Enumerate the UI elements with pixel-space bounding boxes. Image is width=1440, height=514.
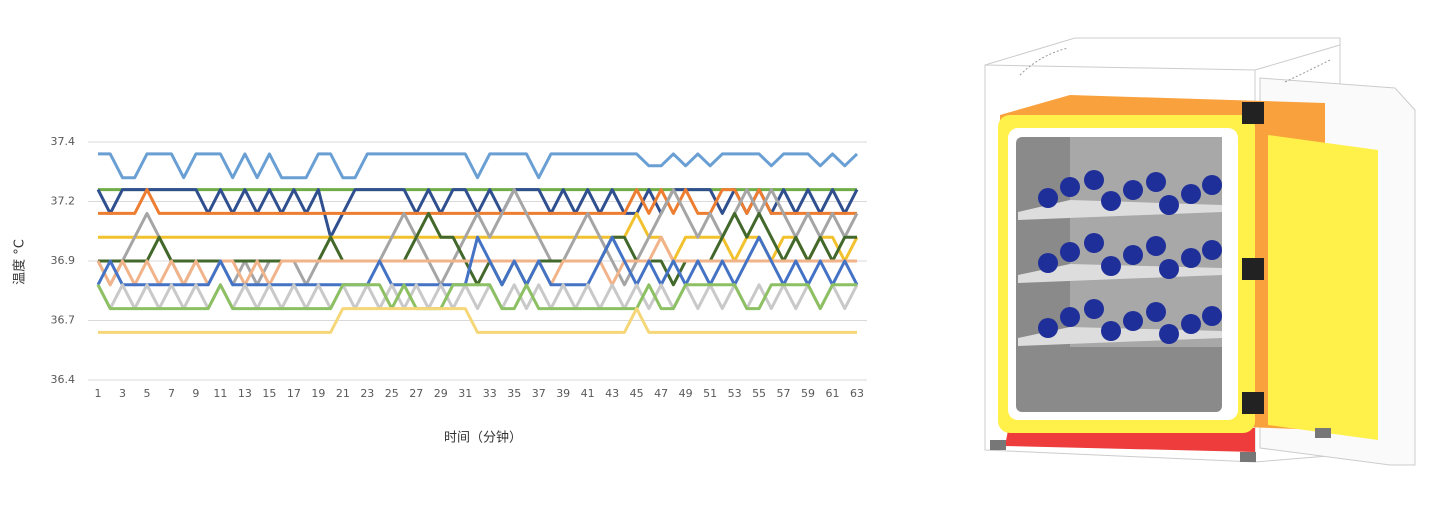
x-tick-label: 3 [119, 387, 126, 400]
x-tick-label: 31 [458, 387, 472, 400]
x-tick-label: 29 [434, 387, 448, 400]
x-tick-label: 9 [192, 387, 199, 400]
x-tick-label: 33 [483, 387, 497, 400]
x-tick-label: 61 [826, 387, 840, 400]
x-tick-label: 55 [752, 387, 766, 400]
x-tick-label: 7 [168, 387, 175, 400]
x-tick-label: 45 [630, 387, 644, 400]
x-tick-label: 59 [801, 387, 815, 400]
x-tick-label: 39 [556, 387, 570, 400]
y-tick-label: 36.9 [51, 254, 76, 267]
x-tick-label: 25 [385, 387, 399, 400]
y-axis-label: 温度 °C [12, 239, 28, 285]
y-tick-label: 37.4 [51, 135, 76, 148]
x-tick-label: 47 [654, 387, 668, 400]
door-inner [1268, 135, 1378, 440]
x-tick-label: 15 [262, 387, 276, 400]
y-tick-label: 36.7 [51, 314, 76, 327]
x-tick-label: 41 [581, 387, 595, 400]
x-tick-label: 5 [143, 387, 150, 400]
x-tick-label: 17 [287, 387, 301, 400]
cells [1038, 170, 1222, 344]
x-tick-label: 49 [679, 387, 693, 400]
y-tick-label: 36.4 [51, 373, 76, 386]
series-line [98, 307, 857, 334]
series-line [96, 235, 859, 287]
x-tick-label: 57 [777, 387, 791, 400]
x-tick-label: 51 [703, 387, 717, 400]
series-line [96, 283, 857, 311]
hinge [1242, 102, 1264, 124]
x-tick-label: 23 [360, 387, 374, 400]
x-tick-label: 63 [850, 387, 864, 400]
foot [1240, 452, 1256, 462]
x-axis-label: 时间（分钟） [444, 430, 522, 446]
series-line [96, 235, 857, 287]
x-tick-label: 21 [336, 387, 350, 400]
foot [990, 440, 1006, 450]
coil [1019, 47, 1069, 76]
series-line [96, 283, 859, 311]
x-tick-label: 43 [605, 387, 619, 400]
coil [1284, 59, 1331, 83]
incubator-illustration [984, 37, 1416, 466]
hinge [1242, 392, 1264, 414]
y-tick-label: 37.2 [51, 195, 76, 208]
x-tick-label: 35 [507, 387, 521, 400]
x-tick-label: 11 [213, 387, 227, 400]
foot [1315, 428, 1331, 438]
x-tick-label: 1 [95, 387, 102, 400]
x-tick-label: 27 [409, 387, 423, 400]
x-tick-label: 37 [532, 387, 546, 400]
series-line [98, 211, 857, 287]
x-tick-label: 19 [311, 387, 325, 400]
series-line [98, 152, 859, 180]
hinge [1242, 258, 1264, 280]
x-tick-label: 13 [238, 387, 252, 400]
x-tick-label: 53 [728, 387, 742, 400]
